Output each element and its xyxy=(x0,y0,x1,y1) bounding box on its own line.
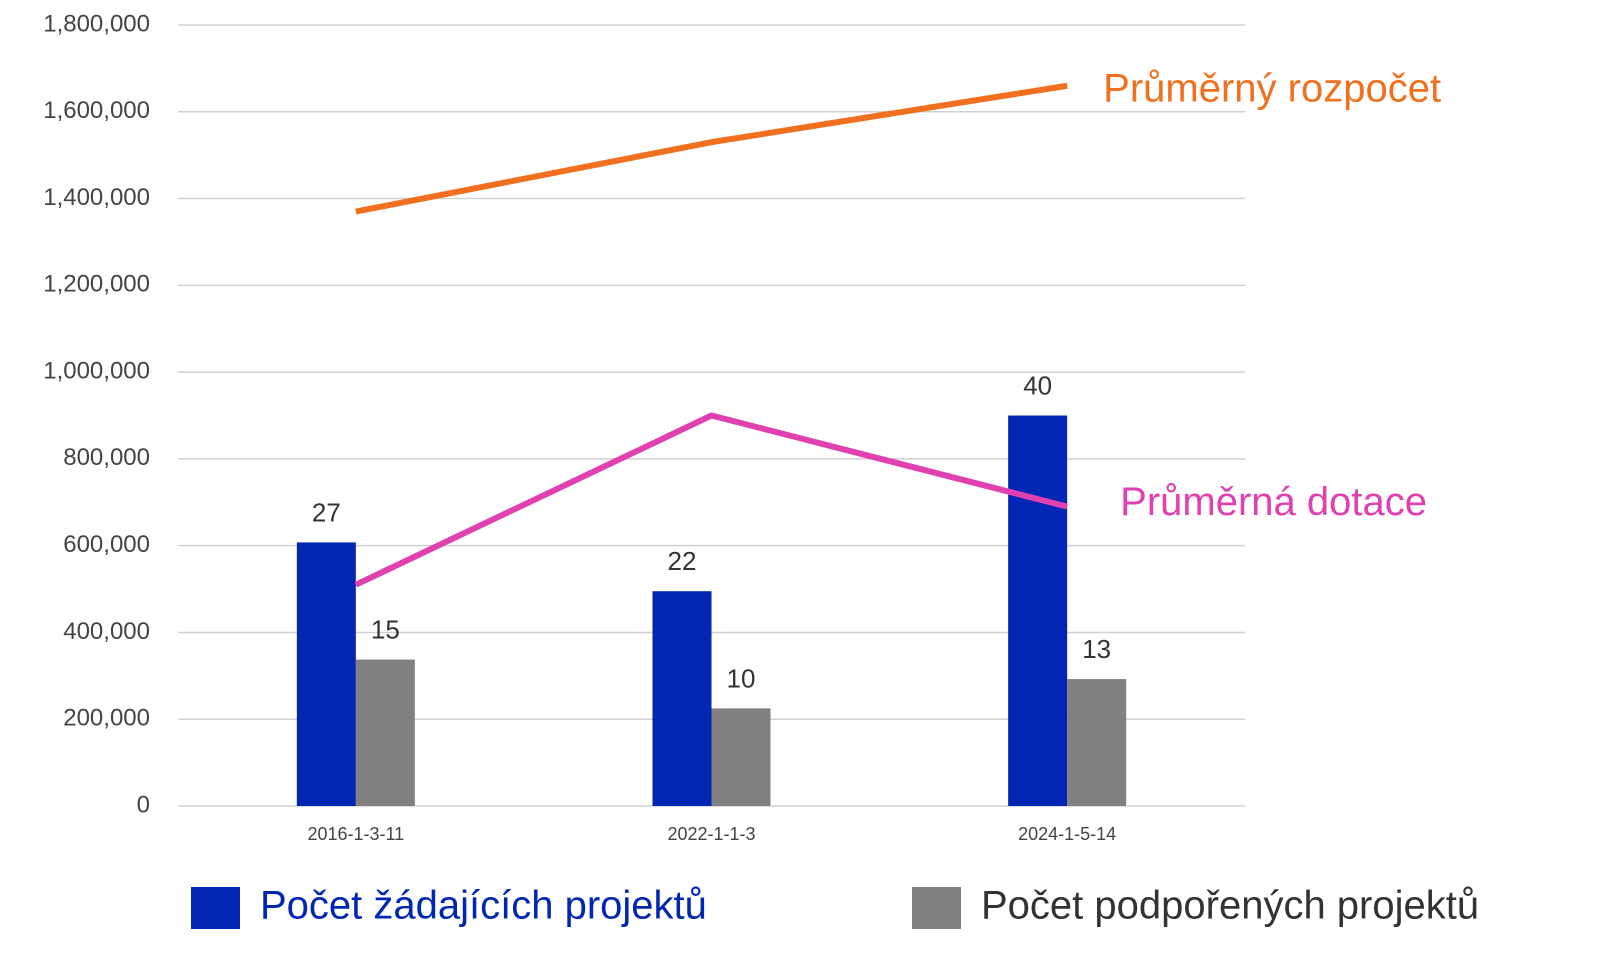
bar xyxy=(652,591,712,806)
y-tick-label: 800,000 xyxy=(63,444,150,471)
data-label: 22 xyxy=(668,546,697,576)
y-tick-label: 1,800,000 xyxy=(43,10,150,37)
bar xyxy=(355,659,415,806)
data-label: 27 xyxy=(312,497,341,527)
y-tick-label: 200,000 xyxy=(63,705,150,732)
x-tick-label: 2024-1-5-14 xyxy=(1018,824,1116,844)
y-tick-label: 1,400,000 xyxy=(43,184,150,211)
y-tick-label: 0 xyxy=(137,791,150,818)
line xyxy=(355,82,1068,215)
bar xyxy=(1067,679,1127,806)
series-label: Průměrný rozpočet xyxy=(1103,66,1441,110)
data-label: 10 xyxy=(727,663,756,693)
legend-label: Počet podpořených projektů xyxy=(981,884,1479,928)
bar xyxy=(711,708,771,806)
legend-swatch xyxy=(191,887,240,929)
data-label: 40 xyxy=(1023,370,1052,400)
y-tick-label: 1,600,000 xyxy=(43,97,150,124)
legend-swatch xyxy=(912,887,961,929)
data-label: 15 xyxy=(371,614,400,644)
y-tick-label: 1,200,000 xyxy=(43,271,150,298)
y-tick-label: 1,000,000 xyxy=(43,357,150,384)
x-tick-label: 2022-1-1-3 xyxy=(667,824,755,844)
series-label: Průměrná dotace xyxy=(1120,480,1427,524)
y-tick-label: 600,000 xyxy=(63,531,150,558)
x-tick-label: 2016-1-3-11 xyxy=(307,824,404,844)
y-tick-label: 400,000 xyxy=(63,618,150,645)
bar xyxy=(1008,415,1068,806)
legend-label: Počet žádajících projektů xyxy=(260,884,707,928)
bar xyxy=(296,542,356,806)
data-label: 13 xyxy=(1082,634,1111,664)
line xyxy=(354,412,1068,588)
